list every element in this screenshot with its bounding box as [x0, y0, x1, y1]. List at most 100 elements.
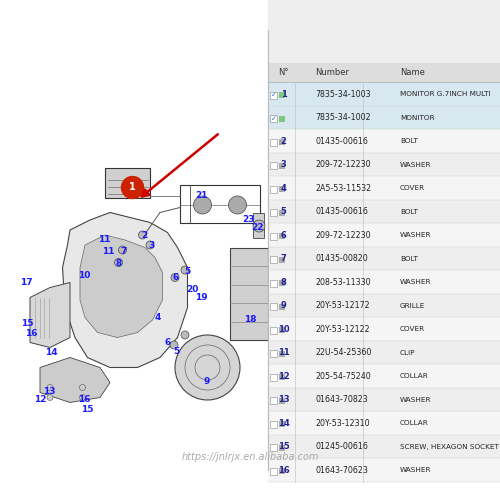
Bar: [279, 162, 285, 168]
Text: 22: 22: [251, 222, 263, 232]
Bar: [279, 468, 285, 474]
Text: 16: 16: [78, 396, 90, 404]
Text: 7835-34-1002: 7835-34-1002: [315, 113, 370, 122]
Text: BOLT: BOLT: [400, 138, 418, 144]
Text: GRILLE: GRILLE: [400, 302, 425, 308]
Text: 8: 8: [116, 259, 121, 268]
Text: ✓: ✓: [270, 116, 276, 121]
Text: 22U-54-25360: 22U-54-25360: [315, 348, 372, 357]
Text: 2: 2: [280, 136, 286, 145]
Bar: [268, 0, 500, 470]
Bar: [279, 421, 285, 427]
Text: 4: 4: [154, 313, 160, 322]
Bar: [279, 398, 285, 404]
Text: 7835-34-1003: 7835-34-1003: [315, 90, 370, 98]
Text: 11: 11: [98, 234, 110, 244]
Bar: [279, 444, 285, 450]
Text: WASHER: WASHER: [400, 467, 432, 473]
Bar: [268, 62, 500, 82]
Text: 8: 8: [280, 278, 286, 286]
Bar: [268, 106, 500, 130]
Text: 01245-00616: 01245-00616: [315, 442, 368, 451]
Text: 13: 13: [278, 395, 289, 404]
Text: 5: 5: [280, 207, 286, 216]
Text: 9: 9: [280, 301, 286, 310]
Text: SCREW, HEXAGON SOCKET HEAD: SCREW, HEXAGON SOCKET HEAD: [400, 444, 500, 450]
Bar: [270, 303, 277, 310]
Bar: [279, 374, 285, 380]
Bar: [279, 350, 285, 356]
Bar: [268, 318, 500, 341]
Text: 6: 6: [280, 230, 286, 239]
Text: 14: 14: [45, 348, 58, 357]
Text: 9: 9: [204, 376, 210, 386]
Text: 3: 3: [148, 242, 154, 250]
Text: 21: 21: [195, 190, 207, 200]
Text: WASHER: WASHER: [400, 232, 432, 238]
Text: 209-72-12230: 209-72-12230: [315, 230, 370, 239]
Bar: [279, 116, 285, 121]
Bar: [270, 162, 277, 169]
Text: 01435-00616: 01435-00616: [315, 136, 368, 145]
Text: 20Y-53-12310: 20Y-53-12310: [315, 418, 370, 428]
Bar: [270, 256, 277, 263]
Bar: [279, 210, 285, 216]
Text: Number: Number: [315, 68, 349, 77]
Bar: [279, 233, 285, 239]
Polygon shape: [40, 358, 110, 403]
Bar: [279, 304, 285, 310]
Text: 19: 19: [194, 293, 207, 302]
Text: 15: 15: [81, 406, 94, 414]
Text: 01435-00820: 01435-00820: [315, 254, 368, 263]
Circle shape: [181, 266, 189, 274]
Text: 20Y-53-12122: 20Y-53-12122: [315, 324, 370, 334]
Bar: [268, 364, 500, 388]
Text: 18: 18: [244, 314, 256, 324]
Text: BOLT: BOLT: [400, 256, 418, 262]
Polygon shape: [80, 235, 162, 338]
Bar: [270, 186, 277, 192]
Bar: [268, 200, 500, 224]
Bar: [230, 248, 268, 340]
Circle shape: [80, 394, 86, 400]
Text: N°: N°: [278, 68, 289, 77]
Text: 16: 16: [25, 329, 37, 338]
Text: 209-72-12230: 209-72-12230: [315, 160, 370, 169]
Text: 10: 10: [278, 324, 289, 334]
Text: 1: 1: [129, 182, 136, 192]
Bar: [268, 435, 500, 458]
Text: WASHER: WASHER: [400, 396, 432, 402]
Circle shape: [138, 231, 146, 239]
Text: https://jnlrjx.en.alibaba.com: https://jnlrjx.en.alibaba.com: [181, 452, 319, 462]
Bar: [270, 374, 277, 380]
Bar: [268, 458, 500, 482]
Text: 7: 7: [120, 247, 126, 256]
Text: 1: 1: [280, 90, 286, 98]
Text: 16: 16: [278, 466, 289, 474]
Text: 6: 6: [173, 273, 179, 282]
Text: 4: 4: [280, 184, 286, 192]
Text: 20Y-53-12172: 20Y-53-12172: [315, 301, 370, 310]
Bar: [270, 280, 277, 286]
Bar: [268, 341, 500, 364]
Text: 3: 3: [280, 160, 286, 169]
Bar: [279, 327, 285, 333]
Text: 208-53-11330: 208-53-11330: [315, 278, 370, 286]
Bar: [270, 115, 277, 122]
Circle shape: [146, 241, 154, 249]
Text: 23: 23: [242, 214, 255, 224]
Circle shape: [80, 384, 86, 390]
Circle shape: [253, 220, 265, 232]
Polygon shape: [252, 212, 264, 238]
Text: CLIP: CLIP: [400, 350, 415, 356]
Text: 11: 11: [102, 248, 114, 256]
Text: 12: 12: [278, 372, 289, 380]
Circle shape: [47, 394, 53, 400]
Polygon shape: [30, 282, 70, 348]
Circle shape: [170, 341, 178, 349]
Text: 6: 6: [165, 338, 171, 347]
Text: 01643-70623: 01643-70623: [315, 466, 368, 474]
Text: 01435-00616: 01435-00616: [315, 207, 368, 216]
Circle shape: [171, 274, 179, 281]
Text: COVER: COVER: [400, 326, 425, 332]
